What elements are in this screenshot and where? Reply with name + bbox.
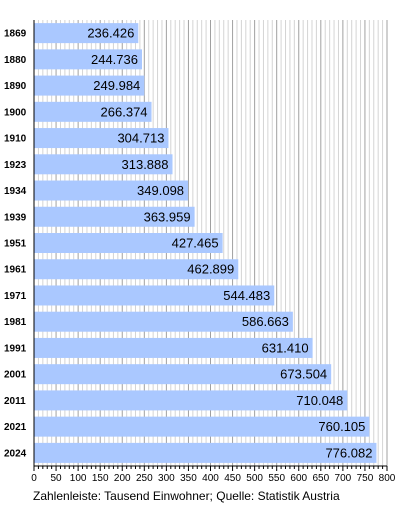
x-tick-label: 50 bbox=[51, 473, 63, 484]
axes-group bbox=[33, 20, 388, 471]
value-label: 266.374 bbox=[101, 104, 148, 119]
year-label: 1910 bbox=[4, 134, 27, 145]
year-label: 1869 bbox=[4, 29, 27, 40]
value-label: 586.663 bbox=[242, 314, 289, 329]
bar bbox=[34, 311, 293, 332]
year-label: 1971 bbox=[4, 291, 27, 302]
bar bbox=[34, 390, 348, 411]
bar bbox=[34, 75, 145, 96]
value-label: 631.410 bbox=[262, 340, 309, 355]
x-tick-label: 700 bbox=[335, 473, 352, 484]
year-label: 2001 bbox=[4, 370, 27, 381]
x-tick-label: 350 bbox=[180, 473, 197, 484]
year-label: 2021 bbox=[4, 422, 27, 433]
x-tick-label: 0 bbox=[31, 473, 37, 484]
value-label: 249.984 bbox=[93, 78, 140, 93]
value-label: 462.899 bbox=[187, 262, 234, 277]
bar bbox=[34, 49, 142, 70]
x-tick-label: 150 bbox=[92, 473, 109, 484]
year-label: 2011 bbox=[4, 396, 26, 407]
year-label: 1934 bbox=[4, 186, 27, 197]
x-tick-label: 550 bbox=[268, 473, 285, 484]
year-label: 1951 bbox=[4, 239, 27, 250]
year-label: 1923 bbox=[4, 160, 27, 171]
bar bbox=[34, 364, 332, 385]
x-tick-label: 250 bbox=[136, 473, 153, 484]
x-tick-label: 450 bbox=[224, 473, 241, 484]
bar bbox=[34, 259, 239, 280]
value-label: 313.888 bbox=[122, 157, 169, 172]
year-label: 1880 bbox=[4, 55, 27, 66]
x-tick-label: 750 bbox=[357, 473, 374, 484]
bar bbox=[34, 154, 173, 175]
value-label: 363.959 bbox=[144, 209, 191, 224]
year-label: 1900 bbox=[4, 107, 27, 118]
bar bbox=[34, 337, 313, 358]
bar bbox=[34, 128, 169, 149]
bar bbox=[34, 233, 223, 253]
year-label: 1890 bbox=[4, 81, 27, 92]
value-label: 427.465 bbox=[172, 236, 219, 251]
x-tick-label: 600 bbox=[290, 473, 307, 484]
bar bbox=[34, 285, 275, 306]
bar bbox=[34, 416, 370, 437]
year-label: 1991 bbox=[4, 343, 27, 354]
bar bbox=[34, 206, 195, 227]
value-label: 244.736 bbox=[91, 52, 138, 67]
value-label: 544.483 bbox=[223, 288, 270, 303]
x-tick-label: 500 bbox=[246, 473, 263, 484]
bar bbox=[34, 23, 139, 44]
value-label: 710.048 bbox=[296, 393, 343, 408]
x-tick-label: 400 bbox=[202, 473, 219, 484]
x-tick-label: 650 bbox=[312, 473, 329, 484]
year-label: 1939 bbox=[4, 212, 27, 223]
chart-caption: Zahlenleiste: Tausend Einwohner; Quelle:… bbox=[33, 489, 340, 503]
x-tick-label: 200 bbox=[114, 473, 131, 484]
value-label: 304.713 bbox=[117, 131, 164, 146]
value-label: 776.082 bbox=[325, 445, 372, 460]
value-label: 760.105 bbox=[318, 419, 365, 434]
labels-group: 1869 236.426 1880 244.736 1890 249.984 1900 266… bbox=[4, 26, 396, 484]
value-label: 236.426 bbox=[87, 26, 134, 41]
year-label: 2024 bbox=[4, 448, 27, 459]
value-label: 349.098 bbox=[137, 183, 184, 198]
x-tick-label: 100 bbox=[70, 473, 87, 484]
x-tick-label: 800 bbox=[379, 473, 396, 484]
value-label: 673.504 bbox=[280, 367, 327, 382]
bars-group bbox=[34, 23, 377, 463]
bar bbox=[34, 101, 152, 122]
bar bbox=[34, 180, 189, 201]
year-label: 1981 bbox=[4, 317, 27, 328]
bar bbox=[34, 442, 377, 463]
x-tick-label: 300 bbox=[158, 473, 175, 484]
year-label: 1961 bbox=[4, 265, 27, 276]
